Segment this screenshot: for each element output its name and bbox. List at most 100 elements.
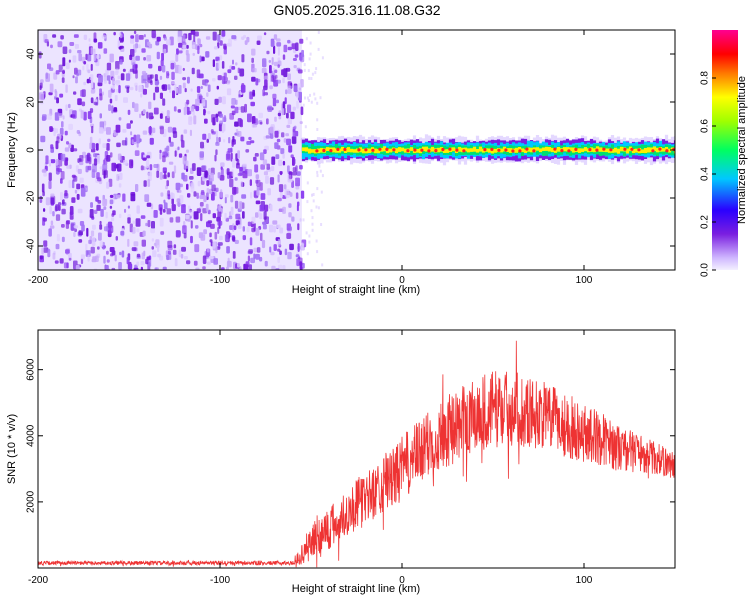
noise-cell — [280, 148, 285, 155]
noise-cell — [215, 130, 219, 138]
signal-peak — [322, 148, 326, 153]
signal-band-cell — [310, 149, 315, 153]
noise-cell — [193, 191, 197, 197]
noise-cell — [192, 110, 195, 116]
noise-cell — [175, 216, 181, 223]
noise-cell — [141, 239, 146, 247]
signal-band-cell — [421, 146, 426, 152]
noise-cell — [162, 174, 168, 179]
signal-band-cell — [304, 147, 309, 152]
noise-cell — [82, 65, 85, 71]
noise-cell — [140, 261, 145, 266]
noise-cell — [242, 211, 245, 219]
noise-cell — [155, 267, 158, 270]
colorbar-tick-label: 0.2 — [700, 215, 711, 229]
noise-cell — [123, 97, 128, 103]
noise-cell — [114, 70, 119, 76]
noise-cell — [83, 81, 86, 86]
noise-cell — [290, 111, 295, 120]
noise-cell — [311, 222, 314, 226]
signal-band-cell — [484, 148, 489, 152]
signal-peak — [553, 147, 557, 151]
noise-cell — [49, 126, 53, 132]
noise-cell — [114, 254, 117, 262]
signal-band-cell — [517, 147, 522, 152]
noise-cell — [153, 92, 156, 101]
noise-cell — [160, 192, 164, 197]
noise-cell — [108, 89, 112, 98]
noise-cell — [227, 69, 232, 74]
noise-cell — [156, 170, 160, 178]
noise-cell — [109, 98, 113, 104]
noise-cell — [193, 33, 196, 42]
noise-cell — [49, 225, 55, 229]
noise-cell — [93, 268, 98, 270]
noise-cell — [246, 36, 250, 43]
noise-cell — [202, 133, 207, 140]
noise-cell — [221, 125, 225, 134]
noise-cell — [173, 165, 177, 174]
spectrogram-image — [38, 30, 675, 270]
signal-peak — [651, 149, 655, 153]
noise-cell — [240, 136, 245, 142]
noise-cell — [283, 138, 287, 143]
noise-cell — [161, 52, 164, 61]
noise-cell — [185, 49, 189, 56]
noise-cell — [304, 96, 306, 100]
noise-cell — [73, 175, 78, 182]
signal-band-cell — [445, 149, 450, 153]
noise-cell — [252, 89, 255, 96]
noise-cell — [151, 221, 155, 229]
noise-cell — [156, 81, 160, 85]
signal-peak — [665, 149, 669, 153]
noise-cell — [311, 216, 314, 220]
noise-cell — [145, 159, 150, 168]
noise-cell — [216, 246, 221, 250]
noise-cell — [159, 126, 164, 135]
noise-cell — [250, 257, 255, 264]
noise-cell — [182, 67, 185, 71]
noise-cell — [79, 177, 84, 183]
noise-cell — [73, 91, 77, 95]
noise-cell — [167, 126, 173, 133]
noise-cell — [114, 94, 118, 102]
noise-cell — [316, 174, 319, 178]
noise-cell — [59, 127, 64, 135]
noise-cell — [186, 99, 190, 105]
noise-cell — [194, 244, 200, 253]
signal-band-cell — [544, 146, 549, 151]
noise-cell — [142, 78, 147, 84]
noise-cell — [195, 267, 200, 270]
noise-cell — [195, 105, 200, 112]
noise-cell — [239, 201, 243, 210]
noise-cell — [215, 149, 218, 156]
noise-cell — [178, 50, 183, 54]
noise-cell — [187, 76, 190, 84]
noise-cell — [230, 206, 234, 216]
noise-cell — [69, 42, 75, 46]
noise-cell — [146, 55, 152, 62]
noise-cell — [258, 112, 263, 119]
noise-cell — [79, 155, 84, 162]
noise-cell — [294, 125, 297, 130]
noise-cell — [121, 250, 125, 258]
y-tick-label: 0 — [26, 147, 37, 153]
noise-cell — [180, 253, 184, 259]
noise-cell — [146, 155, 151, 159]
noise-cell — [211, 184, 216, 192]
noise-cell — [146, 111, 149, 119]
noise-cell — [212, 31, 217, 41]
noise-cell — [143, 250, 146, 257]
noise-cell — [232, 251, 236, 259]
signal-band-cell — [373, 148, 378, 154]
noise-cell — [179, 195, 184, 204]
noise-cell — [77, 50, 82, 54]
noise-cell — [256, 247, 261, 253]
noise-cell — [210, 129, 214, 133]
signal-band-cell — [307, 148, 312, 154]
noise-cell — [318, 164, 321, 168]
signal-peak — [392, 148, 396, 152]
noise-cell — [132, 101, 135, 109]
noise-cell — [89, 136, 93, 144]
noise-cell — [275, 154, 280, 160]
